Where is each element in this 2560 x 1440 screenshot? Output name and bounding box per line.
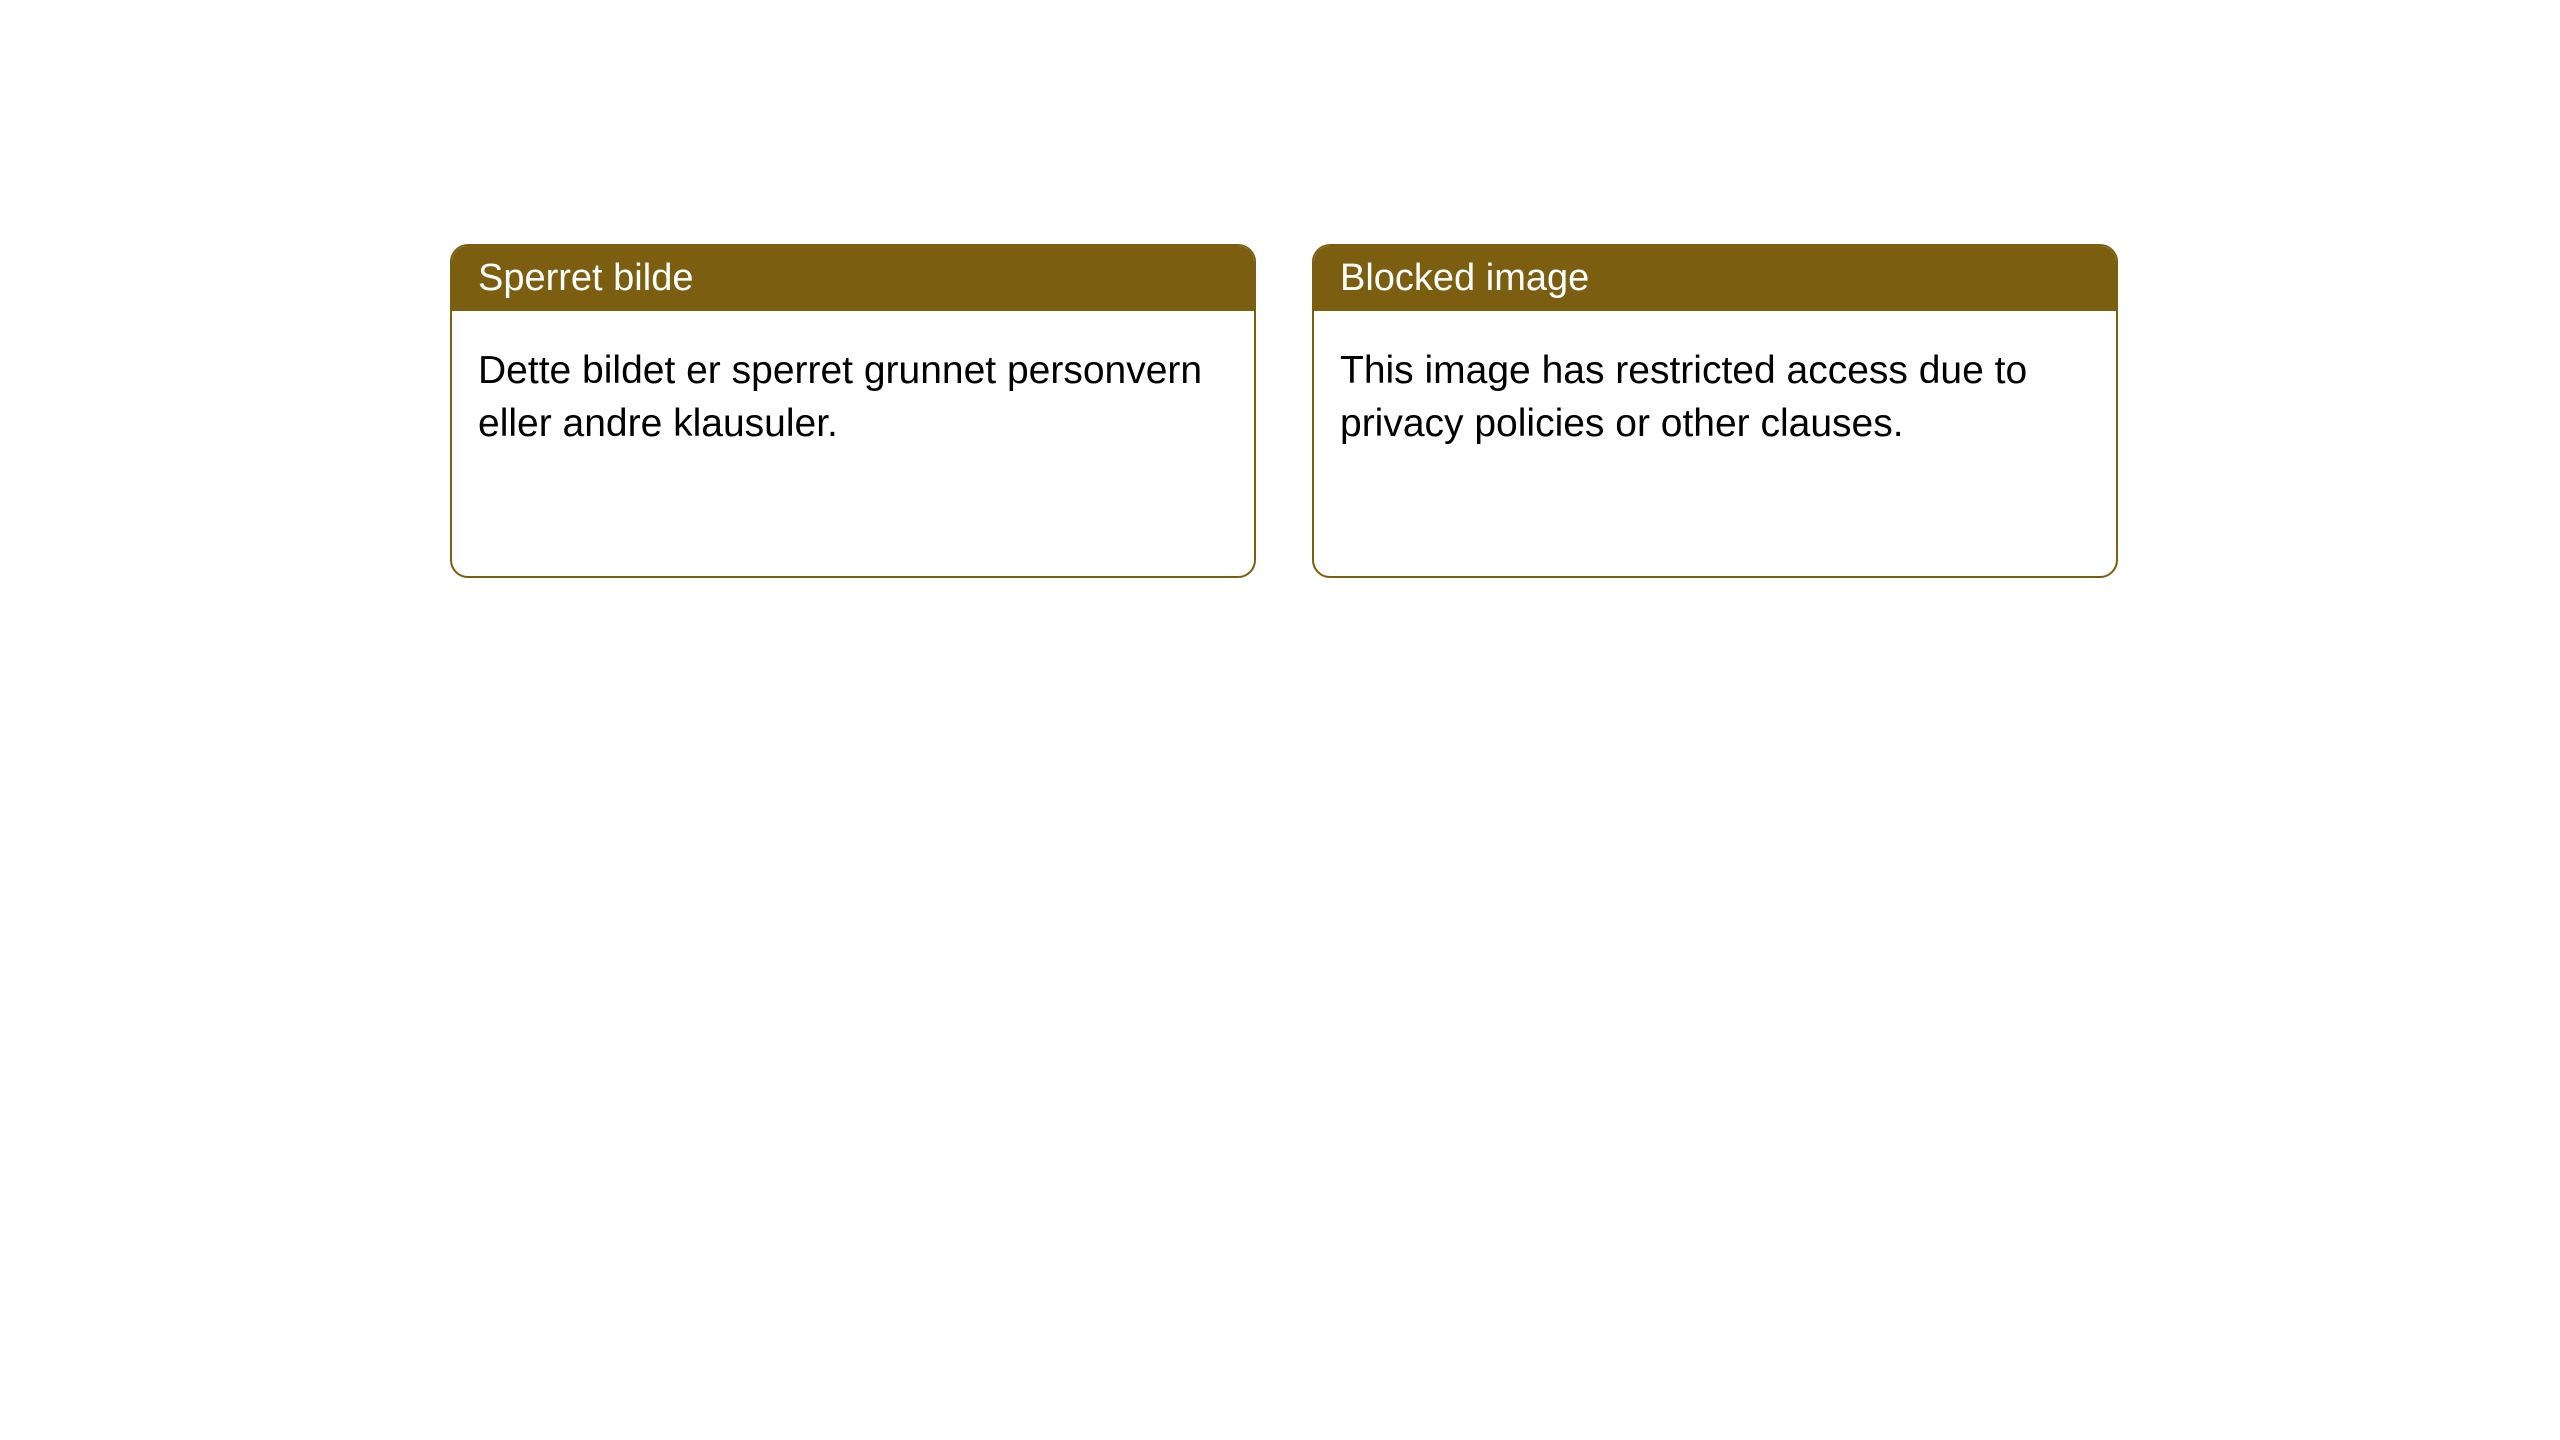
blocked-image-card-en: Blocked image This image has restricted … [1312,244,2118,578]
blocked-image-card-no: Sperret bilde Dette bildet er sperret gr… [450,244,1256,578]
blocked-image-cards-container: Sperret bilde Dette bildet er sperret gr… [450,244,2118,578]
card-body: Dette bildet er sperret grunnet personve… [452,311,1254,484]
card-body: This image has restricted access due to … [1314,311,2116,484]
card-header: Sperret bilde [452,246,1254,311]
card-header: Blocked image [1314,246,2116,311]
